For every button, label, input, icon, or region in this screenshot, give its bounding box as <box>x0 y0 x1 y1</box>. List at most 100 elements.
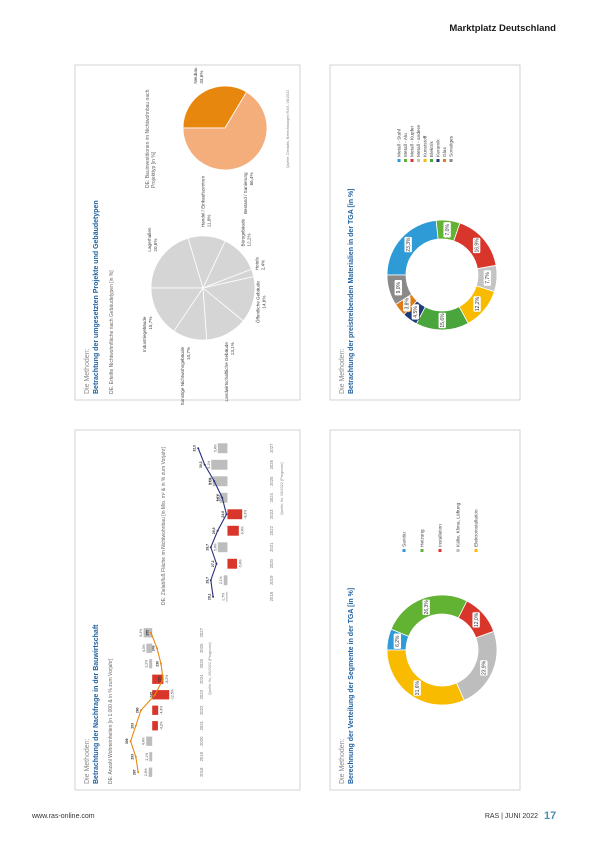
legend-swatch <box>438 549 442 552</box>
value-label: 12,0% <box>474 612 480 627</box>
value-label: 23,3% <box>406 237 412 252</box>
x-tick-label: 2022 <box>199 705 204 715</box>
line-label: 306 <box>125 738 129 744</box>
legend-label: Metall - Alu <box>403 133 409 157</box>
line-point <box>160 662 162 665</box>
slice-value: 15,7% <box>148 317 153 330</box>
legend-label: Elektroinstallation <box>474 509 480 547</box>
line-label: 293 <box>130 754 134 760</box>
value-label-box <box>471 611 481 629</box>
bar <box>152 674 164 684</box>
x-tick-label: 2020 <box>199 736 204 746</box>
slice-value: 2,4% <box>260 260 265 270</box>
line-point <box>212 595 215 598</box>
value-label: 16,9% <box>474 238 480 253</box>
value-label-box <box>393 632 402 650</box>
chart-subtitle: DE: Bauinvestitionen im Nichtwohnbau nac… <box>145 89 157 188</box>
bar-label: -8,2% <box>165 675 169 684</box>
x-tick-label: 2018 <box>199 767 204 777</box>
line-point <box>225 513 228 516</box>
value-label-box <box>472 295 482 313</box>
value-label: 4,5% <box>413 306 419 318</box>
bar-label: -6,4% <box>240 526 244 535</box>
legend-label: Kälte, Klima, Lüftung <box>456 502 462 547</box>
line-point <box>162 678 164 681</box>
slice-label: Neubau <box>193 67 198 84</box>
line-label: 230 <box>156 661 160 667</box>
line-label: 24,6 <box>221 511 225 518</box>
x-tick-label: 2025 <box>199 658 204 668</box>
bar <box>223 575 228 586</box>
legend-swatch <box>456 549 460 552</box>
legend-swatch <box>404 159 407 162</box>
slice-value: 11,8% <box>207 214 212 227</box>
bar <box>149 659 153 669</box>
footer-issue: RAS | JUNI 2022 <box>485 813 538 820</box>
legend-swatch <box>397 159 401 162</box>
slice-label: Lagerhallen <box>147 227 152 251</box>
slide-title: Berechnung der Verteilung der Segmente i… <box>348 588 355 784</box>
pie-slice <box>182 85 248 129</box>
legend-label: Sanitär <box>402 531 408 547</box>
legend-label: Sonstiges <box>449 135 455 157</box>
value-label-box <box>472 237 481 254</box>
line-point <box>134 755 137 758</box>
line-label: 255 <box>146 630 150 636</box>
bar-label: 2,1% <box>219 576 223 584</box>
x-tick-label: 2023 <box>199 689 204 699</box>
bar-label: 9,1% <box>207 461 211 469</box>
line <box>130 632 164 773</box>
slice-value: 10,7% <box>186 347 191 360</box>
value-label-box <box>437 312 447 329</box>
pie-slice <box>182 91 268 171</box>
line-point <box>215 562 218 565</box>
line-label: 245 <box>150 692 154 698</box>
bar-label: 4,3% <box>215 494 219 502</box>
bar <box>146 736 153 746</box>
slice-label: Industriegebäude <box>142 316 147 352</box>
bar-label: 4,3% <box>142 644 146 652</box>
page-number: 17 <box>544 810 556 822</box>
pie-slice <box>150 287 204 332</box>
slide-title: Betrachtung der umgesetzten Projekte und… <box>93 200 100 394</box>
value-label: 26,3% <box>424 600 430 615</box>
legend-swatch <box>402 549 406 552</box>
bar <box>152 705 159 715</box>
legend-swatch <box>420 549 424 552</box>
bar <box>227 525 239 536</box>
slide: Die Methoden: Betrachtung der preistreibe… <box>339 125 498 395</box>
footer-url[interactable]: www.ras-online.com <box>31 813 95 820</box>
value-label: 31,6% <box>415 680 421 695</box>
x-tick-label: 2025 <box>269 476 274 486</box>
bar-label: 5,4% <box>213 543 217 551</box>
slide-title: Betrachtung der preistreibenden Material… <box>348 189 355 395</box>
bar <box>152 721 158 731</box>
chart-subtitle: DE: Erteilte Nichtwohnfläche nach Gebäud… <box>109 270 115 394</box>
value-label-box <box>483 269 492 287</box>
value-label: 7,7% <box>485 272 491 284</box>
bar-label: 2,6% <box>144 768 148 776</box>
x-tick-label: 2021 <box>269 542 274 552</box>
line-point <box>156 647 158 650</box>
bar-label: -4,4% <box>160 706 164 715</box>
line-label: 28,7 <box>205 577 209 584</box>
bar <box>219 492 228 503</box>
legend-label: Kunststoff <box>423 135 429 157</box>
slice-label: Landwirtschaftliche Gebäude <box>224 342 229 402</box>
bar-label: 2,1% <box>145 753 149 761</box>
line-label: 225 <box>158 676 162 682</box>
bar-label: 2,2% <box>145 660 149 668</box>
line-label: 25,7 <box>217 494 221 501</box>
line-label: 30,3 <box>199 461 203 468</box>
bar-label: -12,5% <box>171 689 175 700</box>
chart-subtitle: DE: Zielabfluß Fläche im Nichtwohnbau [i… <box>161 447 167 605</box>
slice-label: Bürogebäude <box>241 218 246 246</box>
legend-label: Glas <box>442 147 448 157</box>
legend-label: Elektrik <box>429 141 435 157</box>
line-label: 240 <box>152 645 156 651</box>
line-point <box>140 709 142 712</box>
value-label: 9,0% <box>396 281 402 293</box>
bar <box>149 752 153 762</box>
x-tick-label: 2026 <box>269 459 274 469</box>
